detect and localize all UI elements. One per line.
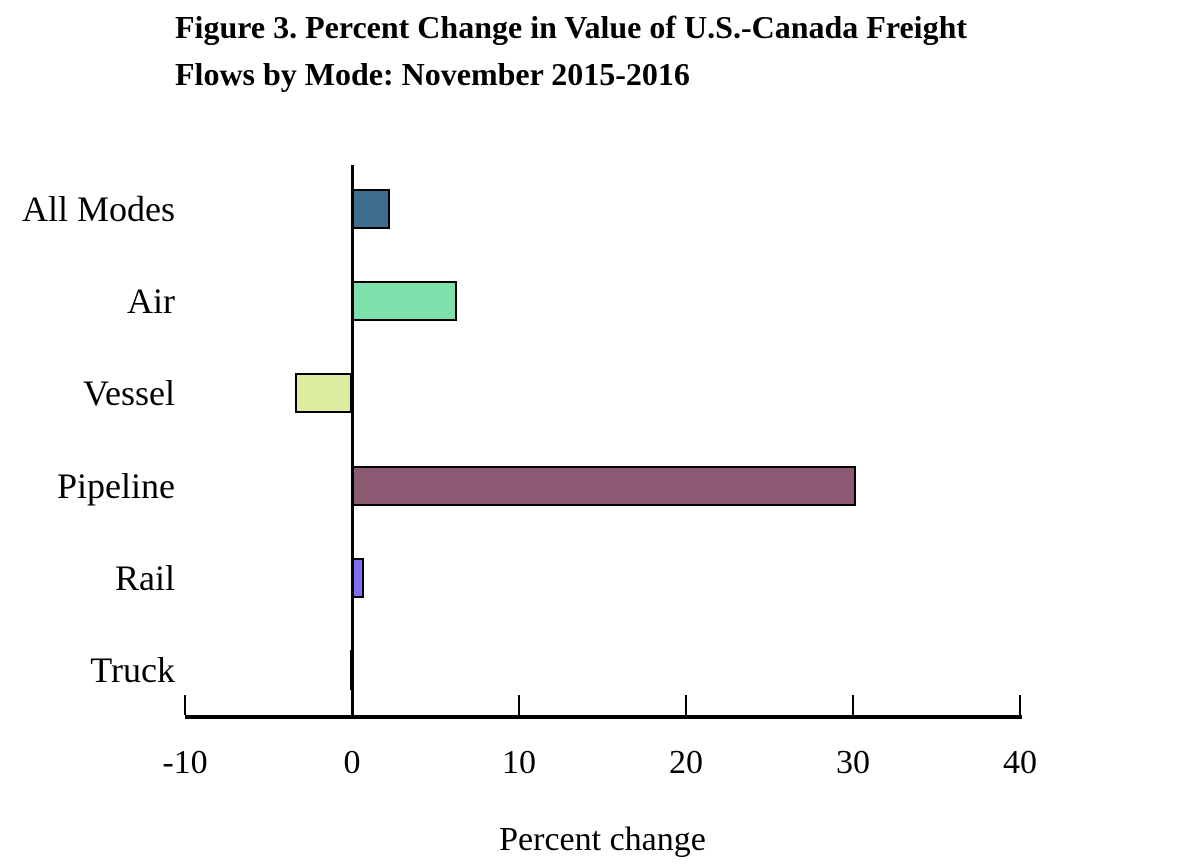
- x-tick-label-30: 30: [836, 744, 870, 781]
- category-label-pipeline: Pipeline: [57, 465, 175, 506]
- chart-title: Figure 3. Percent Change in Value of U.S…: [175, 4, 1165, 98]
- category-label-rail: Rail: [115, 557, 175, 598]
- chart-title-line-1: Figure 3. Percent Change in Value of U.S…: [175, 9, 968, 45]
- category-label-all-modes: All Modes: [22, 189, 175, 230]
- bar-air: [352, 281, 458, 322]
- bar-rail: [352, 557, 364, 598]
- x-axis-line: [185, 715, 1022, 719]
- bar-truck: [350, 649, 355, 690]
- bar-pipeline: [352, 465, 857, 506]
- x-tick-10: [518, 695, 520, 715]
- x-tick-0: [351, 695, 353, 715]
- category-label-truck: Truck: [90, 649, 175, 690]
- x-tick-20: [685, 695, 687, 715]
- x-tick-30: [852, 695, 854, 715]
- x-tick-label--10: -10: [162, 744, 208, 781]
- x-tick-40: [1019, 695, 1021, 715]
- x-tick-label-40: 40: [1003, 744, 1037, 781]
- x-tick-label-10: 10: [502, 744, 536, 781]
- category-label-air: Air: [127, 281, 175, 322]
- x-tick-label-0: 0: [343, 744, 361, 781]
- category-label-vessel: Vessel: [83, 373, 175, 414]
- bar-vessel: [295, 373, 352, 414]
- zero-baseline: [351, 165, 354, 719]
- chart-title-line-2: Flows by Mode: November 2015-2016: [175, 56, 690, 92]
- x-axis-title: Percent change: [499, 821, 706, 858]
- bar-all-modes: [352, 189, 391, 230]
- x-tick--10: [184, 695, 186, 715]
- x-tick-label-20: 20: [669, 744, 703, 781]
